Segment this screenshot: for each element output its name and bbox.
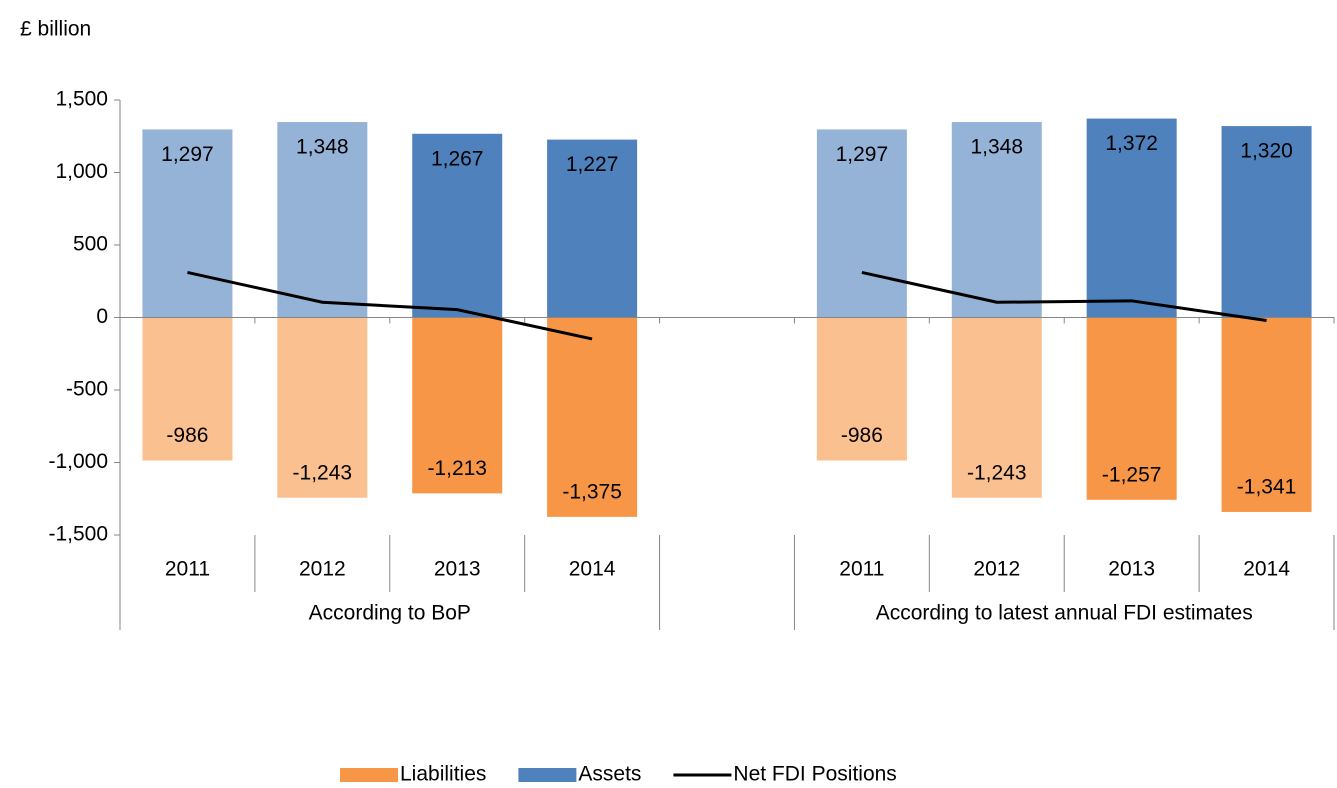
data-label: 1,297 bbox=[836, 143, 889, 166]
data-label: -1,243 bbox=[293, 461, 353, 484]
x-tick-label: 2013 bbox=[1108, 558, 1155, 581]
y-tick-label: -1,000 bbox=[48, 450, 108, 473]
bar bbox=[412, 133, 503, 318]
data-label: 1,348 bbox=[296, 136, 349, 159]
data-label: 1,348 bbox=[970, 136, 1023, 159]
data-label: 1,227 bbox=[566, 153, 619, 176]
data-label: -1,213 bbox=[427, 457, 487, 480]
bar bbox=[1221, 126, 1312, 318]
bar bbox=[816, 317, 907, 461]
data-label: 1,372 bbox=[1105, 132, 1158, 155]
x-tick-label: 2011 bbox=[839, 558, 884, 581]
data-label: -1,257 bbox=[1102, 463, 1162, 486]
data-label: -1,341 bbox=[1237, 475, 1297, 498]
group-label: According to latest annual FDI estimates bbox=[876, 602, 1253, 625]
legend-label: Liabilities bbox=[400, 763, 486, 786]
x-tick-label: 2014 bbox=[569, 558, 616, 581]
group-label: According to BoP bbox=[309, 602, 471, 625]
x-tick-label: 2011 bbox=[165, 558, 210, 581]
x-tick-label: 2014 bbox=[1243, 558, 1290, 581]
bar bbox=[277, 122, 368, 318]
y-tick-label: 0 bbox=[96, 305, 108, 328]
bar bbox=[951, 317, 1042, 498]
bar bbox=[142, 317, 233, 461]
bar bbox=[1086, 317, 1177, 500]
bar bbox=[277, 317, 368, 498]
y-tick-label: -500 bbox=[66, 378, 108, 401]
x-tick-label: 2012 bbox=[299, 558, 346, 581]
data-label: 1,297 bbox=[161, 143, 214, 166]
y-tick-label: 1,500 bbox=[55, 88, 108, 111]
data-label: -1,375 bbox=[562, 480, 622, 503]
legend-label: Net FDI Positions bbox=[733, 763, 896, 786]
legend-label: Assets bbox=[578, 763, 641, 786]
y-tick-label: 500 bbox=[73, 233, 108, 256]
legend-swatch bbox=[340, 768, 398, 782]
legend-swatch bbox=[518, 768, 577, 782]
x-tick-label: 2012 bbox=[973, 558, 1020, 581]
bar bbox=[547, 139, 638, 318]
y-tick-label: 1,000 bbox=[55, 160, 108, 183]
bar bbox=[951, 122, 1042, 318]
bar bbox=[412, 317, 503, 494]
bar bbox=[142, 129, 233, 318]
data-label: -986 bbox=[841, 424, 883, 447]
y-tick-label: -1,500 bbox=[48, 523, 108, 546]
data-label: -986 bbox=[166, 424, 208, 447]
y-axis-label: £ billion bbox=[20, 18, 91, 41]
bar bbox=[547, 317, 638, 517]
x-tick-label: 2013 bbox=[434, 558, 481, 581]
data-label: -1,243 bbox=[967, 461, 1027, 484]
bar bbox=[1086, 118, 1177, 318]
bar bbox=[1221, 317, 1312, 512]
net-line bbox=[187, 270, 1267, 341]
data-label: 1,320 bbox=[1240, 140, 1293, 163]
bar bbox=[816, 129, 907, 318]
data-label: 1,267 bbox=[431, 147, 484, 170]
